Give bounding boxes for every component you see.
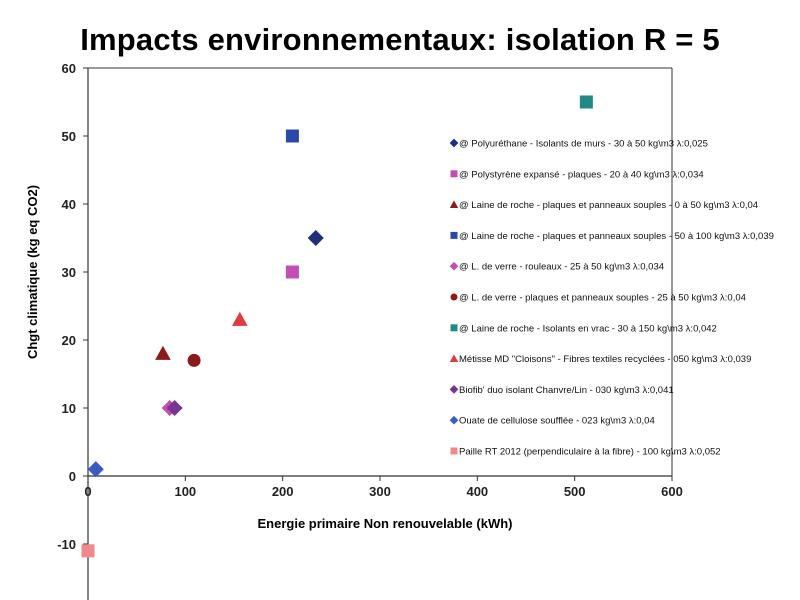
legend-marker: [449, 415, 459, 425]
tick-labels: 0 100 200 300 400 500 600 -10 0 10 20 30 40 50 60: [57, 61, 683, 552]
legend-label: @ Laine de roche - plaques et panneaux s…: [459, 231, 774, 242]
legend-item: @ Laine de roche - plaques et panneaux s…: [450, 231, 774, 242]
legend-marker: [449, 354, 459, 362]
legend-marker: [450, 293, 458, 301]
legend-marker: [450, 324, 458, 332]
legend-marker: [449, 138, 459, 148]
legend-label: @ Polyuréthane - Isolants de murs - 30 à…: [459, 139, 708, 150]
x-tick-label: 300: [369, 484, 391, 499]
legend-marker: [450, 170, 458, 178]
legend-item: Métisse MD "Cloisons" - Fibres textiles …: [449, 354, 751, 365]
data-point: [155, 345, 171, 360]
legend-item: @ Laine de roche - plaques et panneaux s…: [449, 200, 758, 211]
data-points: [81, 95, 593, 558]
legend-label: Paille RT 2012 (perpendiculaire à la fib…: [459, 447, 721, 458]
y-tick-label: 30: [62, 265, 76, 280]
x-axis-label: Energie primaire Non renouvelable (kWh): [258, 516, 513, 531]
legend-item: @ L. de verre - rouleaux - 25 à 50 kg\m3…: [449, 261, 664, 273]
legend-item: @ Polystyrène expansé - plaques - 20 à 4…: [450, 169, 704, 180]
y-tick-label: 0: [69, 469, 76, 484]
legend-label: Ouate de cellulose soufflée - 023 kg\m3 …: [459, 416, 655, 427]
data-point: [285, 129, 299, 143]
legend-item: @ L. de verre - plaques et panneaux soup…: [450, 293, 746, 304]
y-tick-label: 20: [62, 333, 76, 348]
y-axis-label: Chgt climatique (kg eq CO2): [25, 185, 40, 359]
x-tick-label: 200: [272, 484, 294, 499]
data-point: [232, 311, 248, 326]
legend-marker: [449, 385, 459, 394]
y-tick-label: 40: [62, 197, 76, 212]
x-tick-label: 400: [466, 484, 488, 499]
legend-item: Ouate de cellulose soufflée - 023 kg\m3 …: [449, 415, 655, 427]
data-point: [285, 265, 299, 279]
legend-label: Biofib' duo isolant Chanvre/Lin - 030 kg…: [459, 385, 674, 396]
data-point: [166, 399, 183, 417]
x-tick-label: 0: [84, 484, 91, 499]
legend-item: Paille RT 2012 (perpendiculaire à la fib…: [450, 447, 721, 458]
y-tick-label: 60: [62, 61, 76, 76]
y-tick-label: -10: [57, 537, 76, 552]
chart-title: Impacts environnementaux: isolation R = …: [80, 22, 720, 57]
x-tick-label: 100: [174, 484, 196, 499]
legend-marker: [450, 231, 458, 239]
data-point: [579, 95, 593, 109]
y-tick-label: 50: [62, 129, 76, 144]
legend-item: Biofib' duo isolant Chanvre/Lin - 030 kg…: [449, 385, 674, 396]
data-point: [81, 544, 95, 558]
legend-item: @ Polyuréthane - Isolants de murs - 30 à…: [449, 138, 708, 150]
legend-label: @ Polystyrène expansé - plaques - 20 à 4…: [459, 169, 704, 180]
x-tick-label: 600: [661, 484, 683, 499]
legend-label: Métisse MD "Cloisons" - Fibres textiles …: [459, 354, 751, 365]
legend-label: @ Laine de roche - Isolants en vrac - 30…: [459, 323, 717, 334]
data-point: [187, 353, 201, 367]
legend-label: @ L. de verre - rouleaux - 25 à 50 kg\m3…: [459, 262, 664, 273]
legend-item: @ Laine de roche - Isolants en vrac - 30…: [450, 323, 717, 334]
legend-label: @ L. de verre - plaques et panneaux soup…: [459, 293, 746, 304]
legend-marker: [450, 447, 458, 455]
legend-label: @ Laine de roche - plaques et panneaux s…: [459, 200, 758, 211]
legend-marker: [449, 200, 459, 208]
legend-marker: [449, 261, 459, 271]
legend: @ Polyuréthane - Isolants de murs - 30 à…: [449, 138, 774, 458]
x-tick-label: 500: [564, 484, 586, 499]
y-tick-label: 10: [62, 401, 76, 416]
data-point: [87, 461, 104, 478]
data-point: [307, 229, 324, 247]
